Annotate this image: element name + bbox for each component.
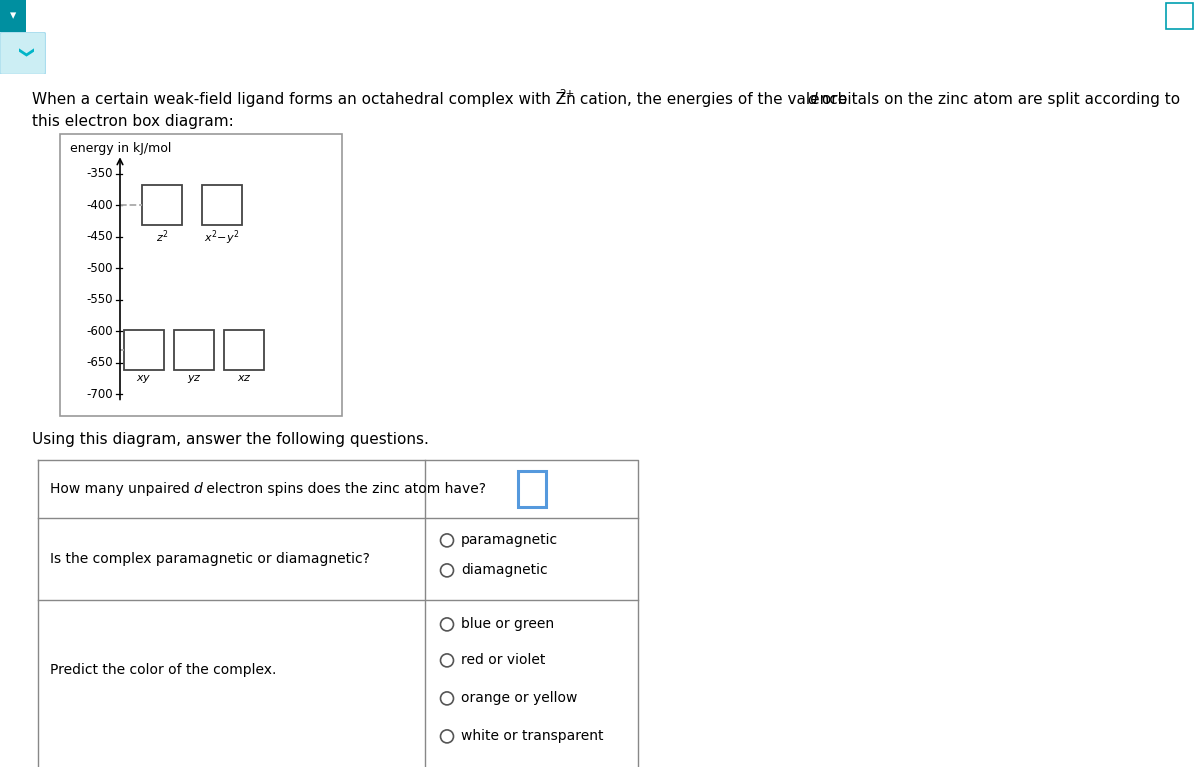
Text: $z^2$: $z^2$ — [156, 229, 168, 245]
Bar — [202, 186, 242, 225]
Text: electron spins does the zinc atom have?: electron spins does the zinc atom have? — [202, 482, 486, 496]
Text: -550: -550 — [86, 293, 113, 306]
Text: How many unpaired: How many unpaired — [50, 482, 194, 496]
Bar — [0, 0, 26, 32]
Bar — [224, 330, 264, 370]
Text: Predict the color of the complex.: Predict the color of the complex. — [50, 663, 276, 677]
Text: -350: -350 — [86, 167, 113, 180]
Text: $yz$: $yz$ — [186, 373, 202, 385]
Text: cation, the energies of the valence: cation, the energies of the valence — [575, 92, 852, 107]
Text: ▾: ▾ — [10, 10, 17, 22]
Circle shape — [440, 618, 454, 631]
Bar — [517, 472, 546, 508]
Circle shape — [440, 534, 454, 547]
Text: energy in kJ/mol: energy in kJ/mol — [70, 143, 172, 156]
Text: 2+: 2+ — [559, 90, 575, 100]
Text: blue or green: blue or green — [461, 617, 554, 631]
Text: red or violet: red or violet — [461, 653, 545, 667]
Text: ❯: ❯ — [16, 47, 30, 60]
FancyBboxPatch shape — [0, 32, 46, 74]
Text: orbitals on the zinc atom are split according to: orbitals on the zinc atom are split acco… — [817, 92, 1180, 107]
Circle shape — [440, 564, 454, 577]
Circle shape — [440, 730, 454, 743]
Text: d: d — [193, 482, 202, 496]
Text: paramagnetic: paramagnetic — [461, 533, 558, 548]
Text: $xy$: $xy$ — [137, 373, 151, 385]
Bar — [174, 330, 214, 370]
Text: Is the complex paramagnetic or diamagnetic?: Is the complex paramagnetic or diamagnet… — [50, 552, 370, 566]
Circle shape — [440, 654, 454, 667]
Circle shape — [440, 692, 454, 705]
Text: -400: -400 — [86, 199, 113, 212]
Text: Predicting color and magnetic properties from a crystal field theory ener...: Predicting color and magnetic properties… — [34, 8, 578, 24]
Bar — [1166, 3, 1193, 29]
Text: -600: -600 — [86, 324, 113, 337]
Text: this electron box diagram:: this electron box diagram: — [32, 114, 234, 130]
Bar — [124, 330, 164, 370]
Text: $x^2\!-\!y^2$: $x^2\!-\!y^2$ — [204, 229, 240, 247]
Text: d: d — [808, 92, 817, 107]
Text: diamagnetic: diamagnetic — [461, 564, 547, 578]
Text: When a certain weak-field ligand forms an octahedral complex with Zn: When a certain weak-field ligand forms a… — [32, 92, 576, 107]
Text: Using this diagram, answer the following questions.: Using this diagram, answer the following… — [32, 433, 428, 447]
Bar — [142, 186, 182, 225]
Text: -450: -450 — [86, 230, 113, 243]
Text: -650: -650 — [86, 356, 113, 369]
Text: -700: -700 — [86, 387, 113, 400]
Text: -500: -500 — [86, 262, 113, 275]
Text: orange or yellow: orange or yellow — [461, 691, 577, 706]
Bar — [60, 134, 342, 416]
Text: $xz$: $xz$ — [236, 373, 252, 383]
Text: white or transparent: white or transparent — [461, 729, 604, 743]
